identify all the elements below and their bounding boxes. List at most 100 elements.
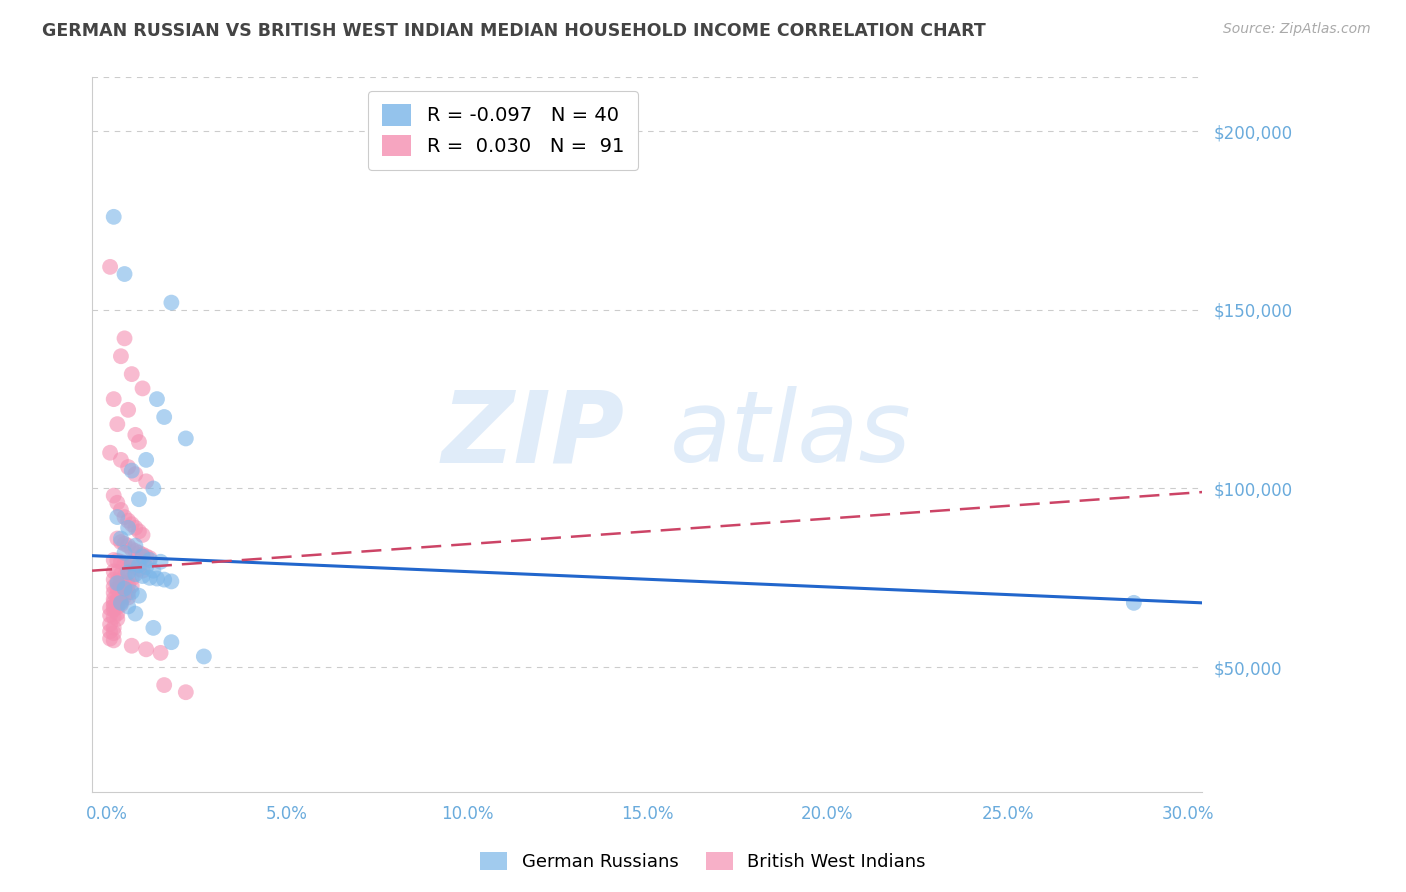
Point	[128, 589, 150, 603]
Point	[117, 402, 139, 417]
Point	[117, 566, 139, 580]
Point	[114, 590, 136, 604]
Point	[103, 586, 125, 600]
Point	[142, 482, 165, 496]
Point	[131, 381, 153, 395]
Point	[117, 571, 139, 585]
Point	[98, 624, 121, 639]
Point	[193, 649, 215, 664]
Point	[153, 573, 176, 587]
Text: ZIP: ZIP	[441, 386, 626, 483]
Point	[98, 617, 121, 632]
Point	[103, 599, 125, 614]
Point	[117, 521, 139, 535]
Point	[117, 539, 139, 553]
Point	[114, 537, 136, 551]
Point	[105, 496, 128, 510]
Point	[121, 585, 143, 599]
Point	[105, 574, 128, 589]
Point	[117, 460, 139, 475]
Point	[110, 594, 132, 608]
Point	[121, 639, 143, 653]
Point	[110, 596, 132, 610]
Point	[124, 560, 146, 574]
Point	[124, 467, 146, 482]
Point	[105, 597, 128, 611]
Point	[160, 635, 183, 649]
Point	[105, 593, 128, 607]
Point	[114, 583, 136, 598]
Point	[98, 632, 121, 646]
Point	[128, 492, 150, 507]
Point	[110, 349, 132, 363]
Point	[98, 260, 121, 274]
Point	[117, 578, 139, 592]
Point	[121, 517, 143, 532]
Point	[121, 558, 143, 573]
Point	[114, 557, 136, 571]
Point	[174, 685, 197, 699]
Point	[105, 582, 128, 596]
Point	[121, 557, 143, 571]
Point	[139, 551, 162, 566]
Point	[110, 598, 132, 612]
Point	[124, 544, 146, 558]
Point	[160, 574, 183, 589]
Point	[121, 579, 143, 593]
Point	[114, 582, 136, 596]
Point	[103, 621, 125, 635]
Legend: German Russians, British West Indians: German Russians, British West Indians	[472, 845, 934, 879]
Point	[121, 464, 143, 478]
Point	[105, 607, 128, 621]
Point	[105, 510, 128, 524]
Point	[135, 453, 157, 467]
Point	[110, 589, 132, 603]
Point	[103, 210, 125, 224]
Point	[103, 633, 125, 648]
Point	[121, 542, 143, 557]
Point	[149, 646, 172, 660]
Point	[103, 626, 125, 640]
Point	[114, 569, 136, 583]
Point	[110, 503, 132, 517]
Point	[131, 549, 153, 564]
Point	[121, 572, 143, 586]
Point	[103, 610, 125, 624]
Point	[103, 596, 125, 610]
Point	[135, 560, 157, 574]
Point	[114, 331, 136, 345]
Point	[103, 603, 125, 617]
Point	[153, 678, 176, 692]
Point	[114, 267, 136, 281]
Point	[128, 435, 150, 450]
Point	[142, 621, 165, 635]
Point	[103, 553, 125, 567]
Point	[105, 532, 128, 546]
Point	[110, 567, 132, 582]
Point	[114, 510, 136, 524]
Point	[110, 582, 132, 597]
Point	[135, 642, 157, 657]
Point	[105, 587, 128, 601]
Point	[128, 524, 150, 539]
Point	[103, 392, 125, 406]
Point	[131, 564, 153, 578]
Point	[146, 572, 169, 586]
Point	[117, 558, 139, 572]
Point	[124, 521, 146, 535]
Point	[110, 532, 132, 546]
Point	[117, 591, 139, 605]
Point	[128, 562, 150, 576]
Point	[128, 546, 150, 560]
Point	[153, 409, 176, 424]
Point	[139, 553, 162, 567]
Point	[105, 612, 128, 626]
Point	[105, 566, 128, 580]
Point	[131, 528, 153, 542]
Point	[105, 417, 128, 431]
Point	[103, 565, 125, 579]
Point	[117, 514, 139, 528]
Point	[105, 554, 128, 568]
Point	[110, 555, 132, 569]
Y-axis label: Median Household Income: Median Household Income	[0, 325, 8, 545]
